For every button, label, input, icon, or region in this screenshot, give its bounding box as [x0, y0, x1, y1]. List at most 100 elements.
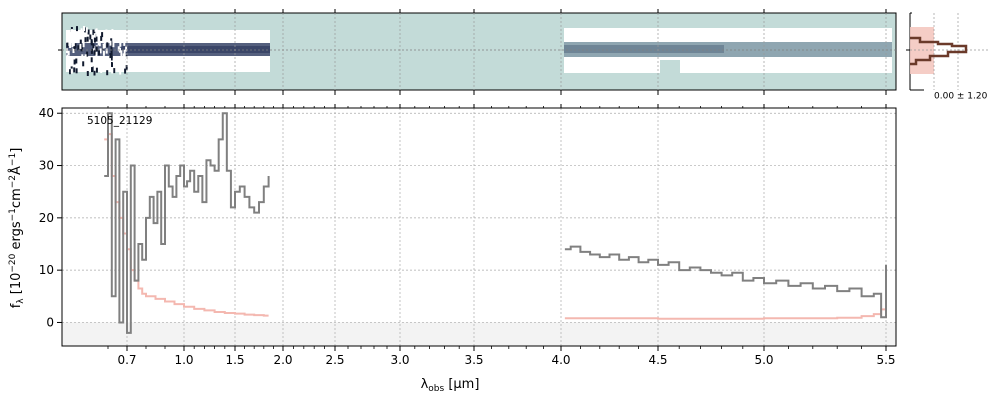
twod-noise-pixel — [112, 42, 115, 48]
twod-noise-pixel — [108, 61, 111, 67]
twod-noise-pixel — [69, 37, 72, 43]
twod-noise-pixel — [106, 58, 109, 64]
twod-noise-pixel — [81, 54, 84, 60]
twod-noise-pixel — [75, 68, 78, 74]
twod-noise-pixel — [93, 65, 96, 71]
twod-noise-pixel — [84, 27, 87, 33]
twod-noise-pixel — [80, 28, 83, 34]
object-id-label: 5105_21129 — [87, 115, 152, 127]
x-tick-label: 4.5 — [648, 353, 667, 367]
twod-noise-pixel — [98, 50, 100, 56]
flux-series — [104, 112, 887, 334]
profile-panel: 0.00 ± 1.20 — [906, 12, 990, 102]
twod-frame — [61, 12, 897, 91]
twod-noise-pixel — [71, 35, 74, 41]
twod-noise-pixel — [95, 67, 98, 73]
twod-noise-pixel — [99, 56, 102, 61]
error-step-line — [564, 291, 887, 320]
x-tick-label: 2.5 — [325, 353, 344, 367]
error-series — [104, 133, 887, 320]
twod-noise-pixel — [125, 46, 128, 52]
twod-noise-pixel — [106, 42, 109, 48]
twod-noise-pixel — [111, 62, 113, 67]
twod-noise-pixel — [66, 42, 69, 48]
twod-noise-pixel — [84, 54, 87, 60]
twod-noise-pixel — [115, 34, 118, 40]
twod-noise-pixel — [90, 40, 93, 46]
main-frame — [61, 107, 897, 347]
twod-noise-pixel — [85, 27, 88, 33]
twod-noise-pixel — [75, 58, 78, 64]
zero-band — [62, 322, 896, 346]
twod-noise-pixel — [117, 46, 120, 52]
x-tick-label: 1.0 — [174, 353, 193, 367]
y-tick-label: 20 — [39, 211, 54, 225]
twod-noise-pixel — [91, 67, 93, 73]
twod-noise-pixel — [109, 40, 112, 46]
twod-noise-pixel — [99, 48, 102, 54]
twod-noise-pixel — [109, 30, 112, 36]
twod-noise-pixel — [102, 50, 105, 56]
twod-noise-pixel — [86, 71, 89, 76]
error-step-line — [104, 133, 269, 317]
twod-noise-pixel — [106, 33, 109, 39]
twod-noise-pixel — [97, 40, 100, 46]
twod-noise-pixel — [92, 29, 95, 35]
twod-noise-pixel — [110, 47, 113, 52]
profile-error-band — [910, 27, 934, 74]
main-plot-panel: 0.7 1.0 1.5 2.0 2.5 3.0 3.5 4.0 4.5 5.0 5.5 0 10 20 3… — [39, 9, 897, 367]
twod-noise-pixel — [66, 48, 68, 54]
x-tick-label: 3.0 — [390, 353, 409, 367]
flux-step-line — [564, 245, 887, 319]
twod-noise-pixel — [110, 50, 113, 56]
twod-noise-pixel — [106, 38, 109, 44]
twod-noise-pixel — [93, 46, 95, 52]
twod-noise-pixel — [105, 32, 108, 38]
twod-noise-pixel — [72, 48, 75, 53]
twod-left-noise — [66, 26, 128, 76]
y-tick-label: 0 — [46, 315, 54, 329]
twod-noise-pixel — [115, 64, 118, 70]
twod-noise-pixel — [113, 68, 116, 74]
twod-noise-pixel — [119, 69, 122, 75]
twod-noise-pixel — [69, 69, 71, 75]
twod-noise-pixel — [79, 39, 82, 45]
x-tick-label: 2.0 — [273, 353, 292, 367]
twod-noise-pixel — [119, 41, 122, 47]
twod-noise-pixel — [71, 42, 74, 48]
twod-noise-pixel — [111, 29, 114, 35]
y-tick-label: 30 — [39, 159, 54, 173]
twod-spectrum-panel — [58, 12, 897, 91]
twod-noise-pixel — [112, 57, 115, 63]
twod-noise-pixel — [71, 29, 73, 35]
twod-noise-pixel — [110, 55, 113, 61]
twod-noise-pixel — [123, 49, 126, 55]
twod-noise-pixel — [67, 50, 70, 56]
x-tick-label: 1.5 — [225, 353, 244, 367]
twod-noise-pixel — [95, 51, 98, 57]
twod-vertical-grid — [126, 13, 887, 90]
twod-noise-pixel — [93, 37, 96, 43]
twod-noise-pixel — [102, 43, 105, 49]
twod-noise-pixel — [95, 36, 98, 42]
x-tick-label: 3.5 — [464, 353, 483, 367]
twod-noise-pixel — [73, 59, 76, 65]
x-axis-label: λobs [μm] — [421, 377, 480, 394]
twod-noise-pixel — [103, 30, 106, 35]
twod-noise-pixel — [86, 51, 89, 57]
twod-noise-pixel — [93, 33, 96, 39]
x-tick-label: 4.0 — [551, 353, 570, 367]
twod-noise-pixel — [82, 42, 85, 48]
twod-noise-pixel — [80, 56, 83, 62]
x-axis-ticks: 0.7 1.0 1.5 2.0 2.5 3.0 3.5 4.0 4.5 5.0 5.5 — [107, 9, 896, 367]
twod-noise-pixel — [81, 44, 83, 50]
twod-noise-pixel — [80, 60, 82, 65]
twod-noise-pixel — [69, 43, 72, 48]
twod-noise-pixel — [82, 61, 85, 67]
y-tick-label: 10 — [39, 263, 54, 277]
twod-left-trace-core — [120, 46, 270, 53]
profile-label: 0.00 ± 1.20 — [934, 92, 988, 102]
twod-noise-pixel — [98, 41, 101, 47]
twod-noise-pixel — [122, 53, 125, 59]
